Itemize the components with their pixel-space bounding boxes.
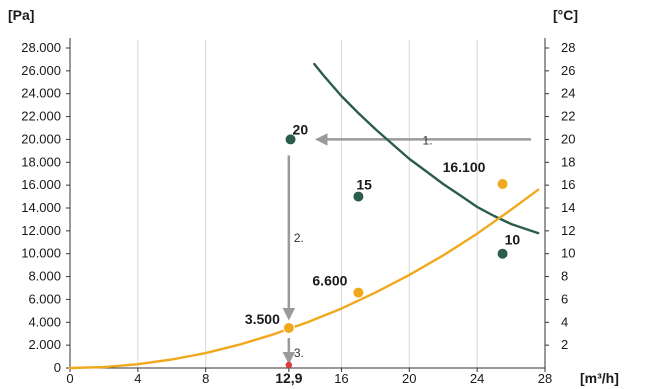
right-tick-label: 8 — [561, 269, 568, 284]
annotations: 1. 2. 3. — [282, 133, 531, 369]
left-tick-label: 6.000 — [28, 291, 61, 306]
left-tick-label: 22.000 — [21, 109, 61, 124]
x-tick-label: 4 — [134, 371, 141, 386]
data-point — [496, 247, 509, 260]
x-tick-label: 28 — [538, 371, 552, 386]
data-label: 3.500 — [245, 311, 280, 327]
left-tick-label: 24.000 — [21, 86, 61, 101]
left-tick-label: 12.000 — [21, 223, 61, 238]
right-tick-label: 2 — [561, 337, 568, 352]
x-tick-label: 8 — [202, 371, 209, 386]
right-tick-label: 4 — [561, 314, 568, 329]
left-tick-label: 20.000 — [21, 131, 61, 146]
left-axis-unit: [Pa] — [8, 7, 34, 23]
right-tick-label: 26 — [561, 63, 575, 78]
right-tick-label: 14 — [561, 200, 575, 215]
data-label: 15 — [356, 177, 372, 193]
left-tick-label: 14.000 — [21, 200, 61, 215]
data-label: 16.100 — [443, 159, 486, 175]
x-tick-label: 12,9 — [275, 370, 302, 386]
axes: 0 2.000 4.000 6.000 8.000 10.000 12.000 14.000 1… — [21, 38, 575, 386]
right-tick-label: 28 — [561, 40, 575, 55]
data-label: 10 — [505, 232, 521, 248]
step-label-1: 1. — [423, 133, 433, 147]
data-point — [352, 190, 365, 203]
left-tick-label: 28.000 — [21, 40, 61, 55]
labels: 20 15 10 3.500 6.600 16.100 — [245, 121, 521, 327]
left-tick-label: 4.000 — [28, 314, 61, 329]
grid — [137, 40, 546, 368]
x-axis-marker — [285, 361, 293, 369]
right-tick-label: 12 — [561, 223, 575, 238]
right-axis-unit: [°C] — [553, 7, 578, 23]
series-line-0 — [313, 62, 540, 235]
right-tick-label: 24 — [561, 86, 575, 101]
x-tick-label: 20 — [402, 371, 416, 386]
data-label: 6.600 — [312, 273, 347, 289]
right-tick-label: 18 — [561, 154, 575, 169]
right-tick-label: 6 — [561, 291, 568, 306]
left-tick-label: 16.000 — [21, 177, 61, 192]
left-tick-label: 26.000 — [21, 63, 61, 78]
step-label-3: 3. — [294, 346, 304, 360]
data-point — [282, 322, 295, 334]
data-point — [352, 286, 365, 299]
x-tick-label: 0 — [66, 371, 73, 386]
right-tick-label: 16 — [561, 177, 575, 192]
left-tick-label: 18.000 — [21, 154, 61, 169]
data-label: 20 — [293, 121, 309, 137]
data-point — [496, 178, 509, 190]
x-tick-label: 24 — [470, 371, 484, 386]
left-tick-label: 2.000 — [28, 337, 61, 352]
x-tick-label: 16 — [334, 371, 348, 386]
left-tick-label: 0 — [54, 360, 61, 375]
right-tick-label: 22 — [561, 109, 575, 124]
data-point — [284, 133, 297, 146]
step-label-2: 2. — [294, 231, 304, 245]
right-tick-label: 10 — [561, 246, 575, 261]
left-tick-label: 10.000 — [21, 246, 61, 261]
left-tick-label: 8.000 — [28, 269, 61, 284]
series-line-1 — [68, 188, 540, 370]
x-axis-unit: [m³/h] — [580, 370, 619, 386]
series — [68, 62, 540, 370]
right-tick-label: 20 — [561, 131, 575, 146]
